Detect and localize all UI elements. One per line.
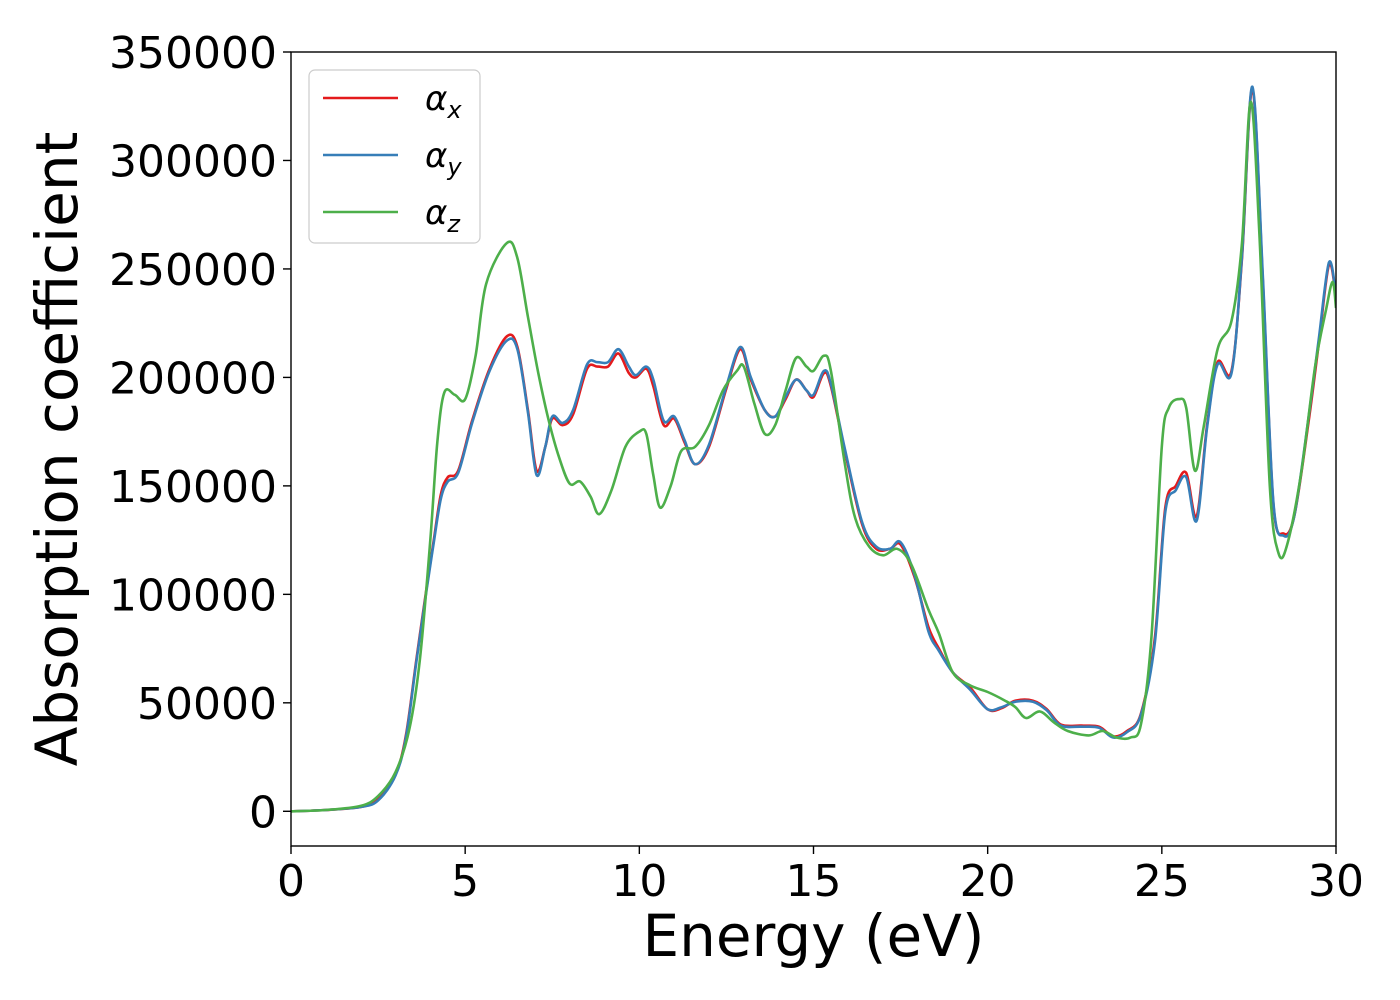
x-tick-label: 15 <box>786 856 842 907</box>
y-tick-label: 350000 <box>109 28 277 79</box>
legend-label-alpha-y: αy <box>425 136 462 181</box>
x-tick-label: 20 <box>960 856 1016 907</box>
y-tick-label: 50000 <box>137 679 277 730</box>
series-layer <box>291 85 1336 813</box>
y-tick-label: 300000 <box>109 136 277 187</box>
y-tick-label: 150000 <box>109 462 277 513</box>
x-tick-label: 25 <box>1134 856 1190 907</box>
x-axis-label: Energy (eV) <box>642 902 984 970</box>
legend-box <box>308 69 481 244</box>
y-axis: 0 50000 100000 150000 200000 250000 300000 3500… <box>109 28 291 838</box>
legend: αx αy αz <box>308 69 481 244</box>
y-tick-label: 0 <box>249 787 277 838</box>
y-tick-label: 250000 <box>109 245 277 296</box>
x-tick-label: 30 <box>1308 856 1364 907</box>
x-axis: 0 5 10 15 20 25 30 <box>277 846 1364 907</box>
legend-label-alpha-z: αz <box>425 193 461 238</box>
y-tick-label: 100000 <box>109 570 277 621</box>
series-line-alpha-z <box>291 100 1336 813</box>
x-tick-label: 0 <box>277 856 305 907</box>
legend-label-alpha-x: αx <box>425 79 462 124</box>
x-tick-label: 10 <box>611 856 667 907</box>
x-tick-label: 5 <box>451 856 479 907</box>
y-axis-label: Absorption coefficient <box>23 132 91 767</box>
y-tick-label: 200000 <box>109 353 277 404</box>
series-line-alpha-y <box>291 85 1336 813</box>
